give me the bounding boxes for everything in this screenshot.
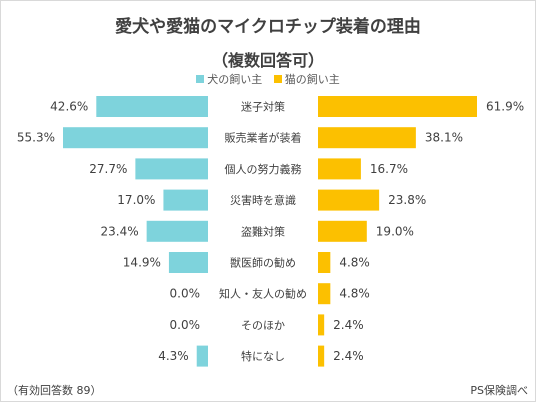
category-label: 迷子対策 (241, 100, 285, 114)
cat-value-label: 38.1% (425, 131, 463, 145)
cat-value-label: 4.8% (339, 287, 370, 301)
cat-bar (318, 345, 325, 367)
cat-value-label: 19.0% (376, 224, 414, 238)
cat-value-label: 2.4% (333, 318, 364, 332)
legend-label-cat: 猫の飼い主 (284, 73, 340, 86)
legend-swatch-cat (273, 75, 282, 83)
cat-bar (318, 158, 361, 180)
category-label: 獣医師の勧め (230, 256, 296, 270)
category-label: 個人の努力義務 (225, 162, 302, 176)
cat-bar (318, 314, 325, 336)
cat-bar (318, 220, 367, 242)
dog-bar (96, 96, 208, 117)
cat-value-label: 16.7% (370, 162, 408, 176)
dog-value-label: 42.6% (50, 100, 88, 114)
source-note: PS保険調べ (470, 384, 528, 397)
cat-value-label: 4.8% (339, 256, 370, 270)
dog-bar (168, 252, 208, 273)
dog-value-label: 0.0% (170, 287, 201, 301)
category-label: 特になし (241, 349, 285, 363)
cat-bar (318, 283, 331, 305)
legend-swatch-dog (196, 75, 205, 83)
dog-value-label: 27.7% (89, 162, 127, 176)
dog-bar (63, 127, 208, 149)
category-label: 知人・友人の勧め (219, 287, 307, 301)
cat-bar (318, 96, 477, 117)
legend: 犬の飼い主 猫の飼い主 (0, 71, 536, 87)
chart-subtitle: （複数回答可） (211, 51, 324, 70)
cat-value-label: 2.4% (333, 349, 364, 363)
dog-value-label: 0.0% (170, 318, 201, 332)
category-label: そのほか (241, 319, 285, 332)
chart-title: 愛犬や愛猫のマイクロチップ装着の理由 (115, 17, 421, 37)
cat-bar (318, 189, 380, 211)
legend-label-dog: 犬の飼い主 (207, 73, 263, 86)
dog-value-label: 14.9% (123, 256, 161, 270)
dog-bar (135, 158, 208, 180)
cat-bar (318, 127, 416, 149)
dog-bar (163, 189, 208, 211)
dog-bar (146, 220, 208, 242)
dog-value-label: 17.0% (117, 193, 155, 207)
dog-value-label: 4.3% (158, 349, 189, 363)
category-label: 販売業者が装着 (225, 131, 302, 145)
legend-item-dog: 犬の飼い主 (196, 71, 262, 87)
dog-bar (196, 345, 208, 367)
legend-item-cat: 猫の飼い主 (273, 71, 340, 87)
dog-value-label: 55.3% (17, 131, 55, 145)
cat-bar (318, 252, 331, 273)
category-label: 盗難対策 (241, 224, 285, 238)
cat-value-label: 23.8% (388, 193, 426, 207)
dog-value-label: 23.4% (101, 224, 139, 238)
response-count-note: （有効回答数 89） (7, 384, 102, 397)
cat-value-label: 61.9% (486, 100, 524, 114)
category-label: 災害時を意識 (230, 193, 296, 207)
